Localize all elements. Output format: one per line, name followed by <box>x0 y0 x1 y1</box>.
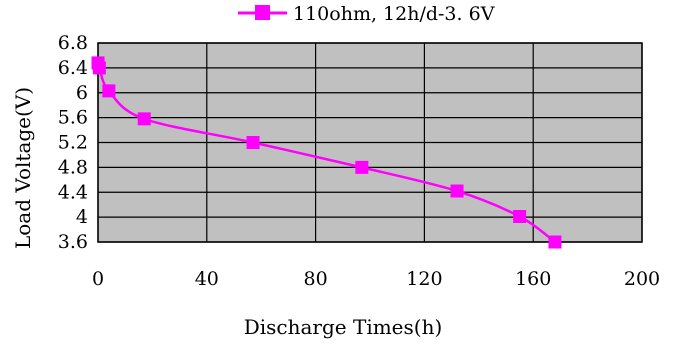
y-tick-label: 6 <box>76 82 88 104</box>
legend: 110ohm, 12h/d-3. 6V <box>238 3 495 25</box>
x-tick-label: 200 <box>624 268 660 290</box>
y-tick-label: 4.4 <box>58 181 88 203</box>
y-tick-label: 6.8 <box>58 32 88 54</box>
data-point <box>137 112 151 126</box>
data-point <box>102 84 116 98</box>
grid <box>97 42 643 243</box>
y-tick-label: 5.2 <box>58 132 88 154</box>
data-point <box>548 235 562 249</box>
y-tick-label: 3.6 <box>58 231 88 253</box>
x-tick-label: 80 <box>304 268 328 290</box>
y-tick-label: 4 <box>76 206 88 228</box>
data-point <box>450 184 464 198</box>
x-axis: 0 40 80 120 160 200 <box>92 268 660 290</box>
y-axis: 3.6 4 4.4 4.85.2 5.6 6 6.4 6.8 <box>58 32 88 253</box>
x-tick-label: 120 <box>406 268 442 290</box>
x-tick-label: 160 <box>515 268 551 290</box>
legend-label: 110ohm, 12h/d-3. 6V <box>293 3 495 25</box>
data-point <box>513 210 527 224</box>
data-point <box>355 160 369 174</box>
y-axis-title: Load Voltage(V) <box>11 87 35 249</box>
series-markers <box>91 56 562 249</box>
x-axis-title: Discharge Times(h) <box>244 315 443 339</box>
x-tick-label: 40 <box>195 268 219 290</box>
x-tick-label: 0 <box>92 268 104 290</box>
y-tick-label: 4.8 <box>58 156 88 178</box>
data-point <box>92 61 106 75</box>
legend-marker <box>255 5 270 20</box>
y-tick-label: 6.4 <box>58 57 88 79</box>
y-tick-label: 5.6 <box>58 107 88 129</box>
data-point <box>246 136 260 149</box>
